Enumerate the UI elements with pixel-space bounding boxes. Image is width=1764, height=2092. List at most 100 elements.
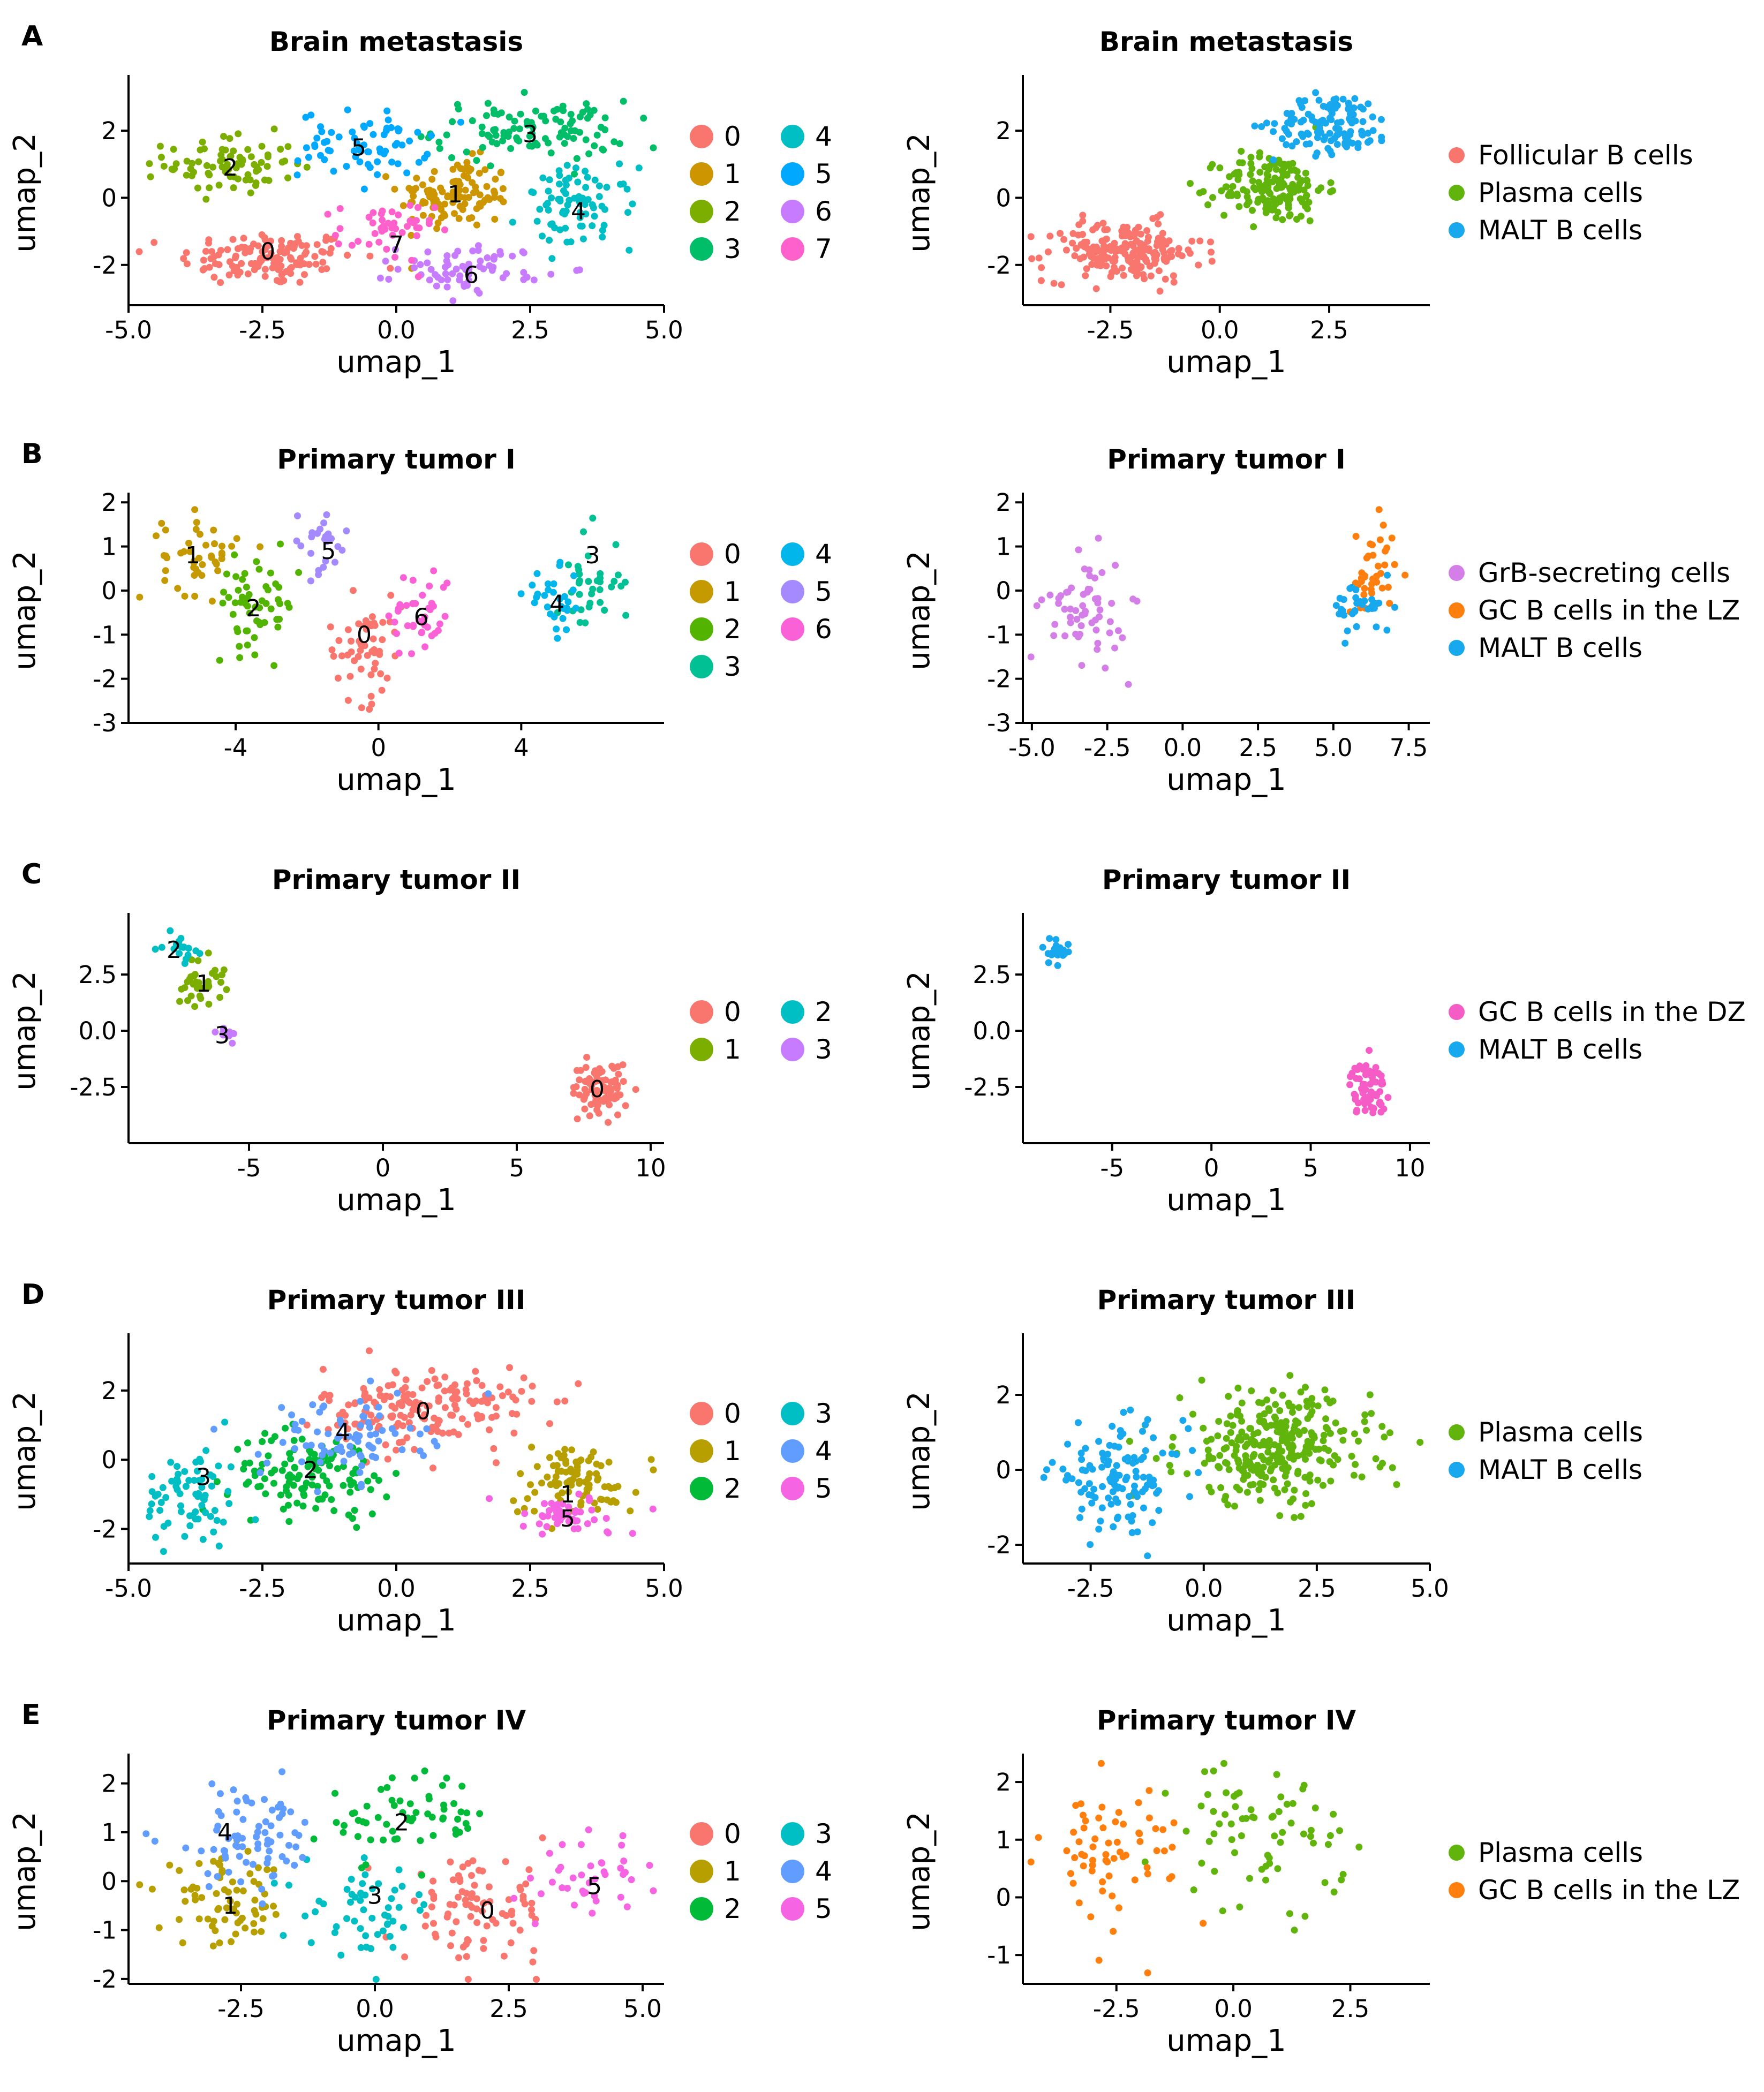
- point-3: [521, 89, 528, 96]
- cluster-label: 5: [321, 538, 336, 565]
- point-1: [228, 542, 236, 550]
- point-plasma-cells: [1219, 1907, 1226, 1915]
- point-malt-b-cells: [1303, 130, 1311, 137]
- point-follicular-b-cells: [1079, 212, 1087, 219]
- point-1: [250, 1920, 258, 1927]
- point-5: [393, 140, 401, 147]
- point-2: [251, 161, 258, 168]
- point-0: [217, 279, 224, 286]
- point-gc-b-cells-in-the-dz: [1361, 1100, 1368, 1107]
- point-2: [258, 142, 266, 150]
- point-0: [278, 271, 285, 278]
- point-3: [386, 1932, 394, 1940]
- point-5: [555, 1867, 562, 1874]
- point-plasma-cells: [1339, 1437, 1347, 1444]
- point-malt-b-cells: [1352, 586, 1360, 593]
- point-1: [553, 1482, 560, 1490]
- point-2: [351, 1507, 358, 1514]
- point-1: [382, 173, 389, 180]
- point-5: [303, 144, 310, 152]
- point-1: [188, 956, 195, 963]
- point-follicular-b-cells: [1035, 254, 1043, 262]
- point-4: [314, 1488, 321, 1496]
- point-4: [567, 238, 575, 246]
- point-6: [449, 297, 457, 305]
- point-plasma-cells: [1205, 1838, 1213, 1845]
- point-2: [213, 1478, 221, 1485]
- point-0: [599, 1077, 606, 1084]
- point-5: [571, 1901, 578, 1909]
- point-0: [486, 1426, 493, 1433]
- point-3: [357, 1925, 364, 1932]
- point-2: [239, 576, 246, 583]
- point-1: [195, 1860, 203, 1867]
- point-3: [395, 1866, 403, 1874]
- point-4: [545, 187, 552, 195]
- point-malt-b-cells: [1153, 1490, 1160, 1497]
- point-2: [261, 1430, 269, 1437]
- point-3: [159, 1484, 167, 1491]
- x-tick-label: 0.0: [377, 1574, 416, 1603]
- point-3: [220, 1024, 227, 1032]
- point-2: [367, 1486, 374, 1493]
- point-plasma-cells: [1256, 1480, 1264, 1487]
- point-0: [244, 270, 252, 277]
- point-3: [517, 110, 524, 118]
- point-0: [463, 1380, 471, 1387]
- point-4: [210, 1425, 217, 1433]
- point-gc-b-cells-in-the-dz: [1363, 1069, 1371, 1076]
- point-layer: [1027, 1759, 1363, 1976]
- point-2: [199, 138, 206, 146]
- point-plasma-cells: [1262, 1876, 1269, 1884]
- point-1: [223, 986, 230, 993]
- point-0: [261, 234, 268, 241]
- point-0: [459, 1943, 467, 1951]
- point-2: [152, 946, 159, 953]
- point-plasma-cells: [1204, 1791, 1211, 1798]
- point-0: [520, 1374, 527, 1381]
- point-4: [336, 1432, 343, 1440]
- point-2: [290, 1437, 298, 1444]
- point-0: [355, 620, 363, 628]
- point-gc-b-cells-in-the-lz: [1063, 1847, 1071, 1854]
- point-7: [383, 245, 390, 253]
- point-plasma-cells: [1247, 1425, 1254, 1432]
- point-malt-b-cells: [1097, 1517, 1104, 1525]
- point-gc-b-cells-in-the-lz: [1153, 1847, 1160, 1854]
- point-2: [252, 179, 260, 186]
- point-plasma-cells: [1223, 1420, 1231, 1428]
- point-malt-b-cells: [1150, 1434, 1157, 1441]
- point-0: [351, 657, 358, 664]
- point-5: [629, 1530, 636, 1537]
- point-4: [600, 222, 608, 229]
- point-2: [391, 1836, 398, 1843]
- point-3: [400, 1924, 407, 1931]
- point-3: [391, 1886, 398, 1894]
- point-5: [536, 1520, 543, 1528]
- legend-swatch: [690, 542, 713, 566]
- point-1: [521, 1505, 528, 1512]
- point-4: [423, 1425, 431, 1432]
- point-0: [319, 259, 327, 266]
- point-3: [160, 1548, 167, 1555]
- point-4: [376, 1412, 383, 1419]
- point-1: [199, 561, 206, 568]
- point-plasma-cells: [1281, 1486, 1288, 1493]
- point-1: [194, 957, 202, 964]
- point-3: [185, 1477, 193, 1484]
- point-2: [267, 569, 274, 577]
- legend-swatch: [690, 1038, 713, 1061]
- point-1: [136, 593, 144, 601]
- point-5: [585, 1494, 593, 1501]
- point-plasma-cells: [1355, 1844, 1363, 1851]
- point-7: [395, 211, 402, 218]
- point-0: [240, 235, 247, 242]
- legend-label: GC B cells in the LZ: [1478, 595, 1740, 626]
- point-gc-b-cells-in-the-lz: [1098, 1803, 1106, 1811]
- point-0: [261, 273, 269, 280]
- point-4: [358, 1462, 365, 1469]
- point-2: [333, 1819, 340, 1826]
- cluster-label: 7: [389, 231, 404, 259]
- point-follicular-b-cells: [1120, 271, 1127, 279]
- y-tick-label: 0: [101, 577, 117, 605]
